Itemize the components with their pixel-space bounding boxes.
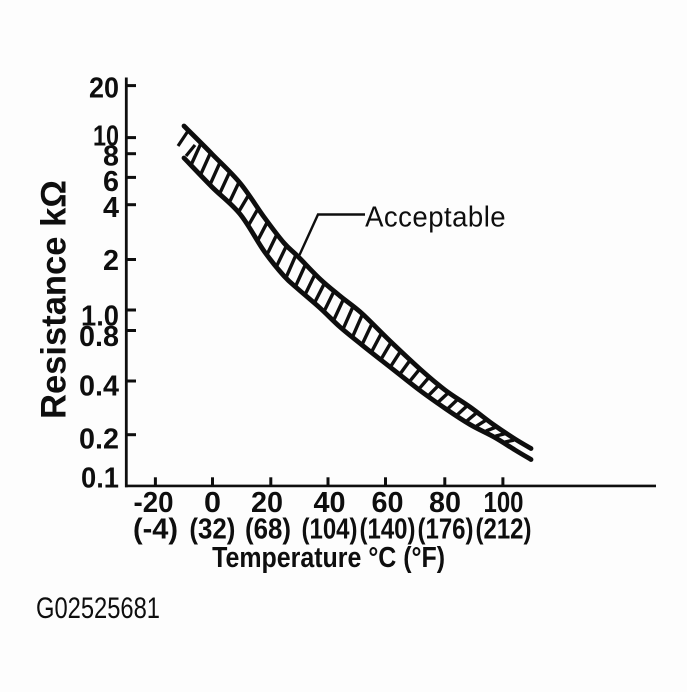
- svg-text:4: 4: [103, 192, 119, 224]
- svg-text:0.2: 0.2: [79, 424, 119, 456]
- svg-text:(176): (176): [418, 514, 474, 546]
- svg-text:0.8: 0.8: [79, 321, 119, 353]
- svg-text:G02525681: G02525681: [36, 592, 160, 625]
- svg-text:100: 100: [484, 487, 524, 519]
- svg-text:20: 20: [251, 487, 283, 519]
- svg-text:(104): (104): [302, 514, 358, 546]
- svg-text:-20: -20: [134, 487, 174, 519]
- svg-text:1.0: 1.0: [81, 301, 119, 333]
- svg-text:80: 80: [429, 487, 461, 519]
- svg-text:Resistance kΩ: Resistance kΩ: [35, 180, 74, 419]
- svg-text:10: 10: [93, 121, 119, 153]
- svg-text:Temperature °C (°F): Temperature °C (°F): [212, 542, 445, 574]
- svg-text:(212): (212): [476, 514, 532, 546]
- svg-text:6: 6: [103, 166, 119, 198]
- svg-text:60: 60: [372, 487, 404, 519]
- svg-text:Acceptable: Acceptable: [365, 202, 506, 234]
- svg-text:40: 40: [314, 487, 346, 519]
- svg-text:(-4): (-4): [133, 514, 178, 546]
- svg-text:0: 0: [204, 487, 221, 519]
- svg-text:2: 2: [103, 245, 119, 277]
- svg-text:(32): (32): [189, 514, 235, 546]
- svg-text:(140): (140): [360, 514, 416, 546]
- svg-text:0.1: 0.1: [81, 463, 119, 495]
- svg-text:(68): (68): [245, 514, 291, 546]
- svg-text:20: 20: [89, 72, 119, 104]
- svg-text:0.4: 0.4: [79, 371, 119, 403]
- svg-text:8: 8: [103, 141, 119, 173]
